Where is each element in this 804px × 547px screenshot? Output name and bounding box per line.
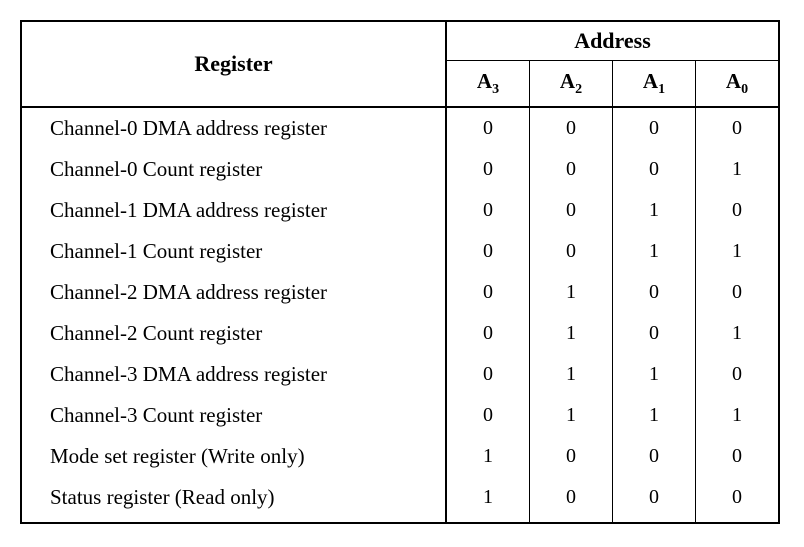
table-row: Channel-2 Count register 0 1 0 1	[21, 313, 779, 354]
cell-a3: 0	[446, 190, 530, 231]
cell-a0: 0	[696, 272, 780, 313]
header-a1: A1	[613, 61, 696, 108]
table-row: Channel-0 DMA address register 0 0 0 0	[21, 107, 779, 149]
table-row: Channel-2 DMA address register 0 1 0 0	[21, 272, 779, 313]
cell-a1: 0	[613, 107, 696, 149]
cell-a3: 0	[446, 313, 530, 354]
cell-a2: 0	[530, 190, 613, 231]
table-row: Channel-1 Count register 0 0 1 1	[21, 231, 779, 272]
table-row: Channel-3 DMA address register 0 1 1 0	[21, 354, 779, 395]
cell-a3: 0	[446, 231, 530, 272]
addr-col-sub: 0	[741, 82, 748, 97]
cell-a1: 1	[613, 190, 696, 231]
cell-a3: 1	[446, 477, 530, 523]
table-row: Channel-0 Count register 0 0 0 1	[21, 149, 779, 190]
cell-a0: 1	[696, 395, 780, 436]
header-register: Register	[21, 21, 446, 107]
register-name: Channel-2 DMA address register	[21, 272, 446, 313]
addr-col-label: A	[726, 69, 741, 93]
header-a2: A2	[530, 61, 613, 108]
cell-a2: 1	[530, 354, 613, 395]
cell-a0: 1	[696, 149, 780, 190]
cell-a1: 0	[613, 436, 696, 477]
table-row: Channel-3 Count register 0 1 1 1	[21, 395, 779, 436]
cell-a0: 0	[696, 354, 780, 395]
cell-a3: 1	[446, 436, 530, 477]
register-name: Channel-0 DMA address register	[21, 107, 446, 149]
cell-a1: 0	[613, 313, 696, 354]
cell-a3: 0	[446, 354, 530, 395]
register-name: Channel-1 Count register	[21, 231, 446, 272]
addr-col-label: A	[560, 69, 575, 93]
cell-a2: 1	[530, 272, 613, 313]
header-a3: A3	[446, 61, 530, 108]
cell-a1: 0	[613, 149, 696, 190]
cell-a1: 0	[613, 477, 696, 523]
cell-a1: 1	[613, 354, 696, 395]
cell-a3: 0	[446, 149, 530, 190]
register-name: Channel-1 DMA address register	[21, 190, 446, 231]
cell-a2: 0	[530, 231, 613, 272]
cell-a2: 0	[530, 107, 613, 149]
table-row: Status register (Read only) 1 0 0 0	[21, 477, 779, 523]
cell-a0: 0	[696, 107, 780, 149]
addr-col-sub: 3	[492, 82, 499, 97]
addr-col-label: A	[643, 69, 658, 93]
cell-a0: 1	[696, 313, 780, 354]
cell-a0: 0	[696, 477, 780, 523]
cell-a0: 0	[696, 436, 780, 477]
cell-a1: 1	[613, 395, 696, 436]
cell-a3: 0	[446, 272, 530, 313]
cell-a1: 1	[613, 231, 696, 272]
register-name: Channel-3 Count register	[21, 395, 446, 436]
cell-a0: 1	[696, 231, 780, 272]
cell-a3: 0	[446, 107, 530, 149]
register-address-table: Register Address A3 A2 A1 A0 Channel-0 D…	[20, 20, 780, 524]
table-row: Channel-1 DMA address register 0 0 1 0	[21, 190, 779, 231]
register-name: Channel-0 Count register	[21, 149, 446, 190]
addr-col-label: A	[477, 69, 492, 93]
cell-a1: 0	[613, 272, 696, 313]
cell-a3: 0	[446, 395, 530, 436]
header-address: Address	[446, 21, 779, 61]
cell-a0: 0	[696, 190, 780, 231]
cell-a2: 0	[530, 149, 613, 190]
header-row-1: Register Address	[21, 21, 779, 61]
cell-a2: 0	[530, 436, 613, 477]
cell-a2: 1	[530, 313, 613, 354]
addr-col-sub: 2	[575, 82, 582, 97]
register-name: Mode set register (Write only)	[21, 436, 446, 477]
register-name: Channel-3 DMA address register	[21, 354, 446, 395]
header-a0: A0	[696, 61, 780, 108]
cell-a2: 1	[530, 395, 613, 436]
cell-a2: 0	[530, 477, 613, 523]
addr-col-sub: 1	[658, 82, 665, 97]
register-name: Status register (Read only)	[21, 477, 446, 523]
table-row: Mode set register (Write only) 1 0 0 0	[21, 436, 779, 477]
register-name: Channel-2 Count register	[21, 313, 446, 354]
